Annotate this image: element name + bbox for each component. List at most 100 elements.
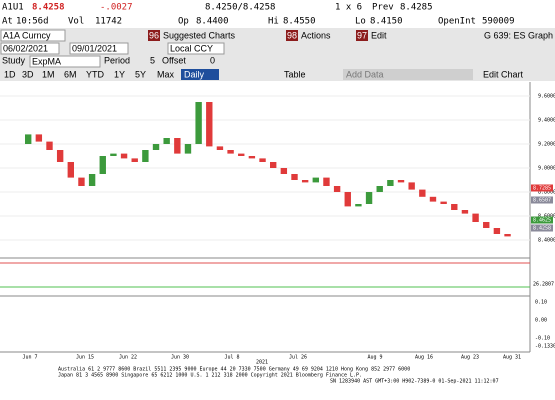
candle-body [280, 168, 288, 174]
candle-body [451, 204, 458, 210]
candle-body [35, 134, 43, 142]
study-label: Study [2, 55, 26, 65]
candle-body [163, 138, 170, 144]
range-button[interactable]: YTD [86, 69, 105, 79]
candle-body [397, 180, 405, 183]
start-field[interactable] [0, 42, 60, 55]
hi: 8.4550 [283, 17, 316, 27]
suggested-charts[interactable]: Suggested Charts [163, 30, 236, 40]
size: 1 x 6 [335, 3, 362, 13]
frequency-button[interactable] [181, 69, 219, 80]
year-label: 2021 [256, 360, 268, 366]
end-field[interactable] [69, 42, 129, 55]
lo-label: Lo [355, 17, 366, 27]
candle-body [67, 162, 74, 178]
candle-body [291, 174, 298, 180]
bid-ask: 8.4250/8.4258 [205, 3, 275, 13]
frequency: Daily [184, 69, 205, 79]
x-tick-label: Aug 9 [367, 355, 382, 361]
period[interactable]: 5 [150, 55, 155, 65]
currency: Local CCY [170, 43, 213, 53]
end-date: 09/01/2021 [72, 43, 117, 53]
candle-body [387, 180, 394, 186]
y-tick-label: 9.0000 [538, 166, 555, 172]
candle-body [184, 144, 192, 154]
price-tag [531, 184, 553, 192]
key [286, 30, 298, 41]
range-button[interactable]: 3D [22, 69, 34, 79]
period-label: Period [104, 55, 130, 65]
actions[interactable]: Actions [301, 30, 331, 40]
range-button[interactable]: 1M [42, 69, 55, 79]
x-tick-label: Jun 22 [119, 355, 137, 361]
openint: 590009 [482, 17, 515, 27]
candle-body [152, 144, 160, 150]
key-label: 97 [357, 30, 367, 40]
vol-label: Vol [68, 17, 84, 27]
candle-body [174, 138, 181, 154]
x-tick-label: Jul 26 [289, 355, 307, 361]
price-tag-label: 8.7285 [533, 186, 551, 192]
quote-bar [0, 0, 555, 28]
price-tag [531, 196, 553, 204]
op-label: Op [178, 17, 189, 27]
panel3-label: 0.00 [535, 318, 547, 324]
candle-body [493, 228, 501, 234]
y-tick-label: 9.6000 [538, 94, 555, 100]
footer-line: SN 1283940 AST GMT+3:00 H902-7389-0 01-S… [330, 379, 499, 385]
x-tick-label: Jun 15 [76, 355, 94, 361]
candle-body [440, 201, 447, 204]
candle-body [131, 158, 138, 162]
x-tick-label: Jul 8 [224, 355, 239, 361]
candle-body [472, 213, 479, 222]
candle-body [461, 210, 469, 214]
candle-body [56, 150, 64, 162]
panel3-label: -0.1330 [535, 344, 555, 350]
candle-body [504, 234, 511, 237]
currency-field[interactable] [167, 42, 225, 55]
candle-body [483, 222, 490, 228]
key-label: 96 [149, 30, 159, 40]
edit[interactable]: Edit [371, 30, 387, 40]
candle-body [88, 174, 96, 186]
time: 10:56d [16, 17, 49, 27]
add-data-field[interactable] [343, 69, 473, 80]
range-button[interactable]: 1D [4, 69, 16, 79]
candle-body [333, 186, 341, 192]
range-button[interactable]: 5Y [135, 69, 146, 79]
candle-body [344, 192, 351, 207]
x-tick-label: Jun 30 [171, 355, 189, 361]
footer-line: Japan 81 3 4565 8900 Singapore 65 6212 1… [58, 373, 362, 379]
price-tag [531, 216, 553, 224]
range-button[interactable]: 1Y [114, 69, 125, 79]
candle-body [206, 102, 213, 147]
last: 8.4258 [32, 3, 65, 13]
price-tag-label: 8.4258 [533, 226, 551, 232]
panel3-label: -0.10 [535, 336, 550, 342]
edit-chart[interactable]: Edit Chart [483, 69, 524, 79]
op: 8.4400 [196, 17, 229, 27]
panel2-label: 26.2807 [533, 282, 554, 288]
offset[interactable]: 0 [210, 55, 215, 65]
candle-body [195, 102, 202, 144]
candle-body [312, 177, 319, 183]
range-button[interactable]: Max [157, 69, 175, 79]
panel3-label: 0.10 [535, 300, 547, 306]
openint-label: OpenInt [438, 17, 476, 27]
table-button[interactable]: Table [284, 69, 306, 79]
candle-body [419, 189, 426, 197]
candle-body [365, 192, 373, 204]
candle-body [355, 204, 362, 207]
y-tick-label: 9.4000 [538, 118, 555, 124]
candle-body [259, 158, 266, 162]
offset-label: Offset [162, 55, 186, 65]
price-tag [531, 224, 553, 232]
range-button[interactable]: 6M [64, 69, 77, 79]
candle-body [408, 182, 415, 190]
study-field[interactable] [29, 55, 101, 68]
candle-body [110, 153, 117, 156]
candle-body [120, 153, 128, 159]
change: -.0027 [100, 3, 133, 13]
security-field[interactable] [0, 29, 66, 42]
